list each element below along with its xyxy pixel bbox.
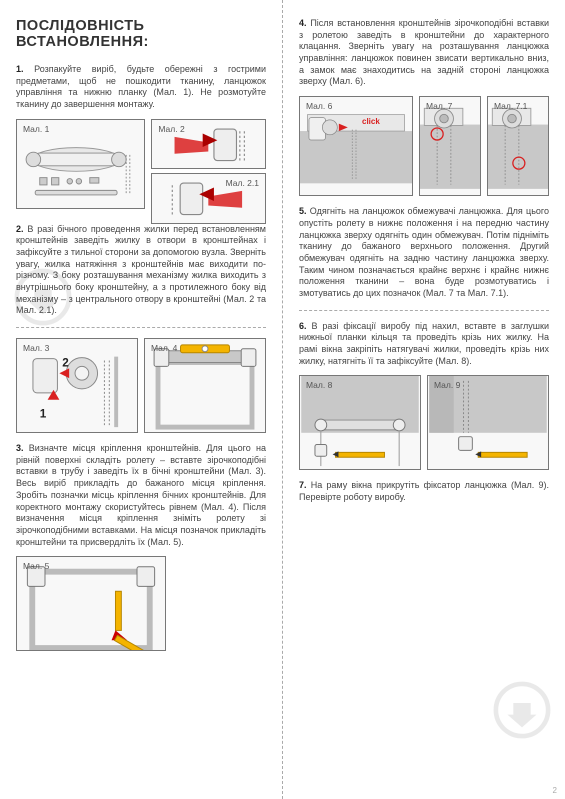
paragraph-2: 2. В разі бічного проведення жилки перед… [16, 224, 266, 318]
paragraph-1: 1. Розпакуйте виріб, будьте обережні з г… [16, 64, 266, 111]
figure-9-label: Мал. 9 [434, 380, 460, 390]
figure-4-label: Мал. 4 [151, 343, 177, 353]
figure-6: Мал. 6 click [299, 96, 413, 196]
figure-7: Мал. 7 [419, 96, 481, 196]
figure-1: Мал. 1 [16, 119, 145, 209]
paragraph-5: 5. Одягніть на ланцюжок обмежувачі ланцю… [299, 206, 549, 300]
paragraph-7: 7. На раму вікна прикрутіть фіксатор лан… [299, 480, 549, 503]
svg-text:1: 1 [40, 407, 47, 420]
click-text: click [362, 117, 380, 126]
figure-8: Мал. 8 [299, 375, 421, 470]
figure-7-1-label: Мал. 7.1 [494, 101, 527, 111]
figure-7-1: Мал. 7.1 [487, 96, 549, 196]
figure-2-label: Мал. 2 [158, 124, 184, 134]
figure-2: Мал. 2 [151, 119, 266, 169]
figure-3: Мал. 3 2 1 [16, 338, 138, 433]
paragraph-3: 3. Визначте місця кріплення кронштейнів.… [16, 443, 266, 548]
figure-4: Мал. 4 [144, 338, 266, 433]
figure-9: Мал. 9 [427, 375, 549, 470]
figure-3-label: Мал. 3 [23, 343, 49, 353]
watermark-icon [493, 681, 551, 739]
figure-5: Мал. 5 [16, 556, 166, 651]
figure-1-label: Мал. 1 [23, 124, 49, 134]
figure-5-label: Мал. 5 [23, 561, 49, 571]
figure-2-1-label: Мал. 2.1 [226, 178, 259, 188]
figure-7-label: Мал. 7 [426, 101, 452, 111]
page-number: 2 [553, 786, 557, 795]
figure-6-label: Мал. 6 [306, 101, 332, 111]
figure-8-label: Мал. 8 [306, 380, 332, 390]
svg-text:2: 2 [62, 357, 69, 370]
paragraph-4: 4. Після встановлення кронштейнів зірочк… [299, 18, 549, 88]
page-title: ПОСЛІДОВНІСТЬ ВСТАНОВЛЕННЯ: [16, 18, 266, 50]
figure-2-1: Мал. 2.1 [151, 173, 266, 223]
paragraph-6: 6. В разі фіксації виробу під нахил, вст… [299, 321, 549, 368]
